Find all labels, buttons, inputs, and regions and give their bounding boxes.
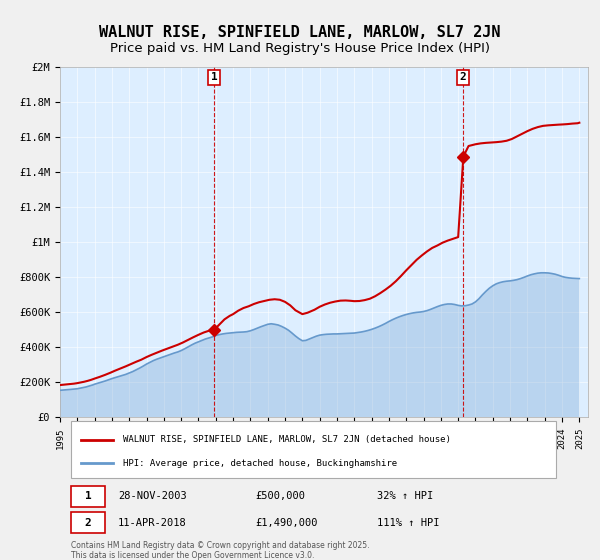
Text: 32% ↑ HPI: 32% ↑ HPI — [377, 491, 433, 501]
Text: £500,000: £500,000 — [256, 491, 305, 501]
Text: £1,490,000: £1,490,000 — [256, 517, 318, 528]
Text: 111% ↑ HPI: 111% ↑ HPI — [377, 517, 439, 528]
FancyBboxPatch shape — [71, 421, 556, 478]
Text: 1: 1 — [211, 72, 217, 82]
Text: 1: 1 — [85, 491, 91, 501]
Text: 28-NOV-2003: 28-NOV-2003 — [118, 491, 187, 501]
Text: HPI: Average price, detached house, Buckinghamshire: HPI: Average price, detached house, Buck… — [124, 459, 397, 468]
Text: WALNUT RISE, SPINFIELD LANE, MARLOW, SL7 2JN: WALNUT RISE, SPINFIELD LANE, MARLOW, SL7… — [99, 25, 501, 40]
Text: WALNUT RISE, SPINFIELD LANE, MARLOW, SL7 2JN (detached house): WALNUT RISE, SPINFIELD LANE, MARLOW, SL7… — [124, 435, 451, 444]
FancyBboxPatch shape — [71, 486, 105, 507]
Text: Price paid vs. HM Land Registry's House Price Index (HPI): Price paid vs. HM Land Registry's House … — [110, 42, 490, 55]
FancyBboxPatch shape — [71, 512, 105, 533]
Text: 2: 2 — [85, 517, 91, 528]
Text: 2: 2 — [460, 72, 466, 82]
Text: 11-APR-2018: 11-APR-2018 — [118, 517, 187, 528]
Text: Contains HM Land Registry data © Crown copyright and database right 2025.
This d: Contains HM Land Registry data © Crown c… — [71, 541, 369, 560]
